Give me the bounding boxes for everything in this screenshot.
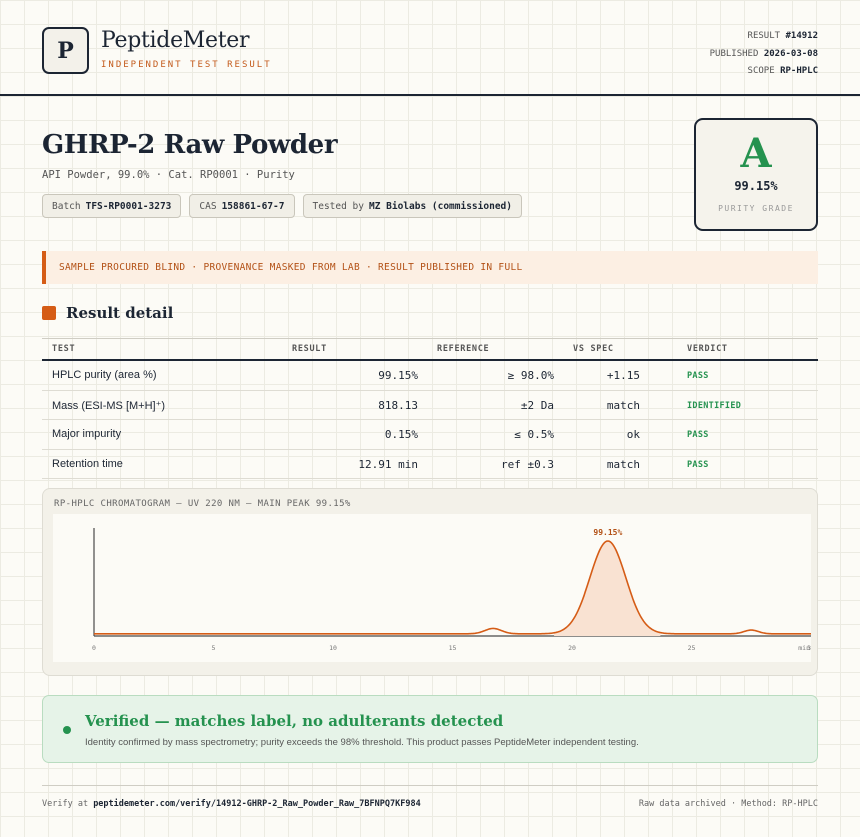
- batch-chip: Batch TFS-RP0001-3273: [42, 194, 182, 218]
- cell-result: 12.91 min: [358, 457, 418, 471]
- verified-dot-icon: [63, 726, 71, 734]
- chromatogram-plot: 99.15%051015202530min: [53, 514, 815, 662]
- cell-vs-spec: ok: [626, 428, 640, 441]
- brand-name: PeptideMeter: [101, 28, 250, 53]
- header: P PeptideMeter INDEPENDENT TEST RESULT R…: [0, 0, 860, 96]
- chromatogram-chart: 99.15%051015202530min: [92, 528, 815, 652]
- cell-verdict: PASS: [687, 459, 709, 470]
- header-reference: REFERENCE: [437, 344, 490, 354]
- header-verdict: VERDICT: [687, 344, 728, 354]
- table-row: Retention time 12.91 min ref ±0.3 match …: [42, 450, 818, 479]
- result-meta: RESULT #14912 PUBLISHED 2026-03-08 SCOPE…: [710, 28, 818, 81]
- table-row: Mass (ESI-MS [M+H]⁺) 818.13 ±2 Da match …: [42, 391, 818, 420]
- main-peak-label: 99.15%: [593, 528, 622, 537]
- grade-value: 99.15%: [734, 179, 778, 193]
- table-row: HPLC purity (area %) 99.15% ≥ 98.0% +1.1…: [42, 361, 818, 391]
- x-tick-label: 15: [449, 644, 457, 652]
- verified-description: Identity confirmed by mass spectrometry;…: [85, 737, 639, 748]
- grade-letter: A: [740, 130, 772, 177]
- chromatogram-title: RP-HPLC CHROMATOGRAM — UV 220 NM — MAIN …: [54, 499, 351, 509]
- meta-result: RESULT #14912: [747, 31, 818, 41]
- x-tick-label: 0: [92, 644, 96, 652]
- cell-vs-spec: +1.15: [606, 369, 640, 382]
- verified-title: Verified — matches label, no adulterants…: [85, 712, 504, 730]
- cell-result: 0.15%: [384, 428, 418, 441]
- footer-archive-note: Raw data archived · Method: RP-HPLC: [638, 799, 818, 809]
- cell-test: Major impurity: [52, 428, 122, 440]
- section-heading: Result detail: [42, 304, 173, 322]
- product-title: GHRP-2 Raw Powder: [42, 130, 338, 160]
- grade-label: PURITY GRADE: [718, 204, 794, 213]
- cell-verdict: IDENTIFIED: [687, 400, 742, 411]
- section-title: Result detail: [66, 304, 174, 322]
- section-marker-icon: [42, 306, 56, 320]
- verified-banner: Verified — matches label, no adulterants…: [42, 695, 818, 763]
- table-row: Major impurity 0.15% ≤ 0.5% ok PASS: [42, 420, 818, 450]
- chromatogram-panel: RP-HPLC CHROMATOGRAM — UV 220 NM — MAIN …: [42, 488, 818, 676]
- cell-result: 99.15%: [378, 369, 418, 382]
- purity-grade-card: A 99.15% PURITY GRADE: [694, 118, 818, 231]
- cell-test: HPLC purity (area %): [52, 369, 157, 381]
- cell-test: Retention time: [52, 457, 123, 470]
- cell-verdict: PASS: [687, 371, 709, 381]
- footer-divider: [42, 785, 818, 786]
- cell-test: Mass (ESI-MS [M+H]⁺): [52, 399, 166, 412]
- meta-scope: SCOPE RP-HPLC: [747, 66, 818, 76]
- main-peak-fill: [554, 541, 661, 636]
- x-tick-label: 20: [568, 644, 576, 652]
- header-vs-spec: VS SPEC: [573, 344, 614, 354]
- cell-reference: ≥ 98.0%: [507, 369, 554, 382]
- verify-prefix: Verify at: [42, 799, 89, 809]
- result-table: TEST RESULT REFERENCE VS SPEC VERDICT HP…: [42, 338, 818, 479]
- cas-chip: CAS 158861-67-7: [189, 194, 295, 218]
- header-result: RESULT: [292, 344, 327, 354]
- x-tick-label: 10: [329, 644, 337, 652]
- cell-reference: ±2 Da: [520, 398, 554, 412]
- cell-verdict: PASS: [687, 430, 709, 440]
- x-tick-label: 25: [688, 644, 696, 652]
- cell-vs-spec: match: [606, 457, 640, 471]
- cell-result: 818.13: [378, 398, 418, 412]
- cell-reference: ref ±0.3: [501, 457, 554, 471]
- x-tick-label: 5: [212, 644, 216, 652]
- header-test: TEST: [52, 344, 76, 354]
- product-chips: Batch TFS-RP0001-3273 CAS 158861-67-7 Test…: [42, 194, 522, 218]
- verify-link[interactable]: peptidemeter.com/verify/14912-GHRP-2_Raw…: [93, 799, 421, 809]
- x-tick-unit-label: min: [798, 644, 810, 652]
- cell-reference: ≤ 0.5%: [514, 428, 554, 441]
- procurement-notice: SAMPLE PROCURED BLIND · PROVENANCE MASKE…: [42, 251, 818, 284]
- table-header: TEST RESULT REFERENCE VS SPEC VERDICT: [42, 338, 818, 361]
- brand-subtitle: INDEPENDENT TEST RESULT: [101, 60, 272, 70]
- product-subtitle: API Powder, 99.0% · Cat. RP0001 · Purity: [42, 169, 295, 181]
- chromatogram-series-line: [94, 540, 811, 635]
- meta-published: PUBLISHED 2026-03-08: [709, 48, 818, 59]
- tested-by-chip: Tested by MZ Biolabs (commissioned): [302, 194, 522, 218]
- footer-verify: Verify at peptidemeter.com/verify/14912-…: [42, 799, 421, 809]
- cell-vs-spec: match: [606, 398, 640, 412]
- logo: P: [42, 27, 89, 74]
